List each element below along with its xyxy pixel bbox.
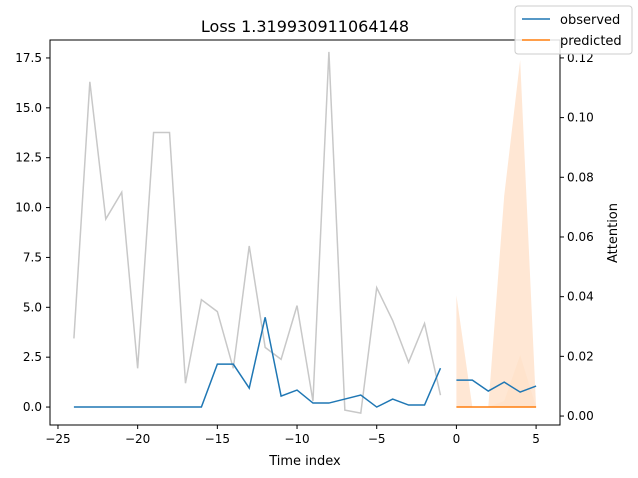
attention-line [73,51,442,414]
y-tick-label: 7.5 [23,250,42,264]
y2-tick-label: 0.02 [567,349,594,363]
plot-frame [49,39,561,426]
y-axis-right: 0.000.020.040.060.080.100.12 [560,51,594,423]
plot-area [73,51,537,414]
y-tick-label: 5.0 [23,300,42,314]
observed-line-0 [73,317,442,408]
x-tick-label: −25 [45,432,70,446]
x-tick-label: −20 [125,432,150,446]
prediction-interval-inner [456,355,537,408]
x-tick-label: −5 [368,432,386,446]
observed-line-1 [456,379,537,393]
y2-axis-label: Attention [606,203,621,263]
y-axis-left: 0.0 2.5 5.0 7.5 10.0 12.5 15.0 17.5 [15,51,50,414]
x-tick-label: 5 [532,432,540,446]
x-axis-label: Time index [268,454,341,469]
y2-tick-label: 0.10 [567,111,594,125]
y-tick-label: 10.0 [15,201,42,215]
x-axis: −25 −20 −15 −10 −5 0 5 [45,425,540,446]
legend-predicted-label: predicted [560,34,622,49]
y-tick-label: 2.5 [23,350,42,364]
legend-observed-label: observed [560,13,620,28]
x-tick-label: −15 [205,432,230,446]
x-tick-label: −10 [284,432,309,446]
legend-box [514,5,633,55]
legend: observed predicted [514,5,633,55]
x-tick-label: 0 [453,432,461,446]
y2-tick-label: 0.08 [567,170,594,184]
y-tick-label: 15.0 [15,101,42,115]
y2-tick-label: 0.04 [567,290,594,304]
y2-tick-label: 0.00 [567,409,594,423]
y-tick-label: 17.5 [15,51,42,65]
y-tick-label: 0.0 [23,400,42,414]
y2-tick-label: 0.06 [567,230,594,244]
prediction-interval-outer [456,59,537,408]
y-tick-label: 12.5 [15,151,42,165]
chart-title: Loss 1.319930911064148 [201,17,409,36]
